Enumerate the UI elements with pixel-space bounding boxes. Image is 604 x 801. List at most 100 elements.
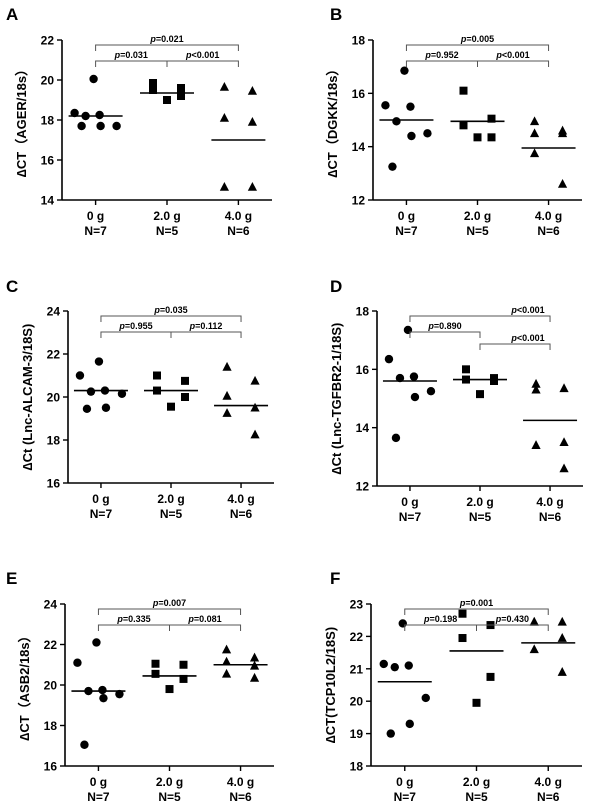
data-point-square bbox=[181, 393, 189, 401]
x-tick-label-dose: 0 g bbox=[396, 775, 413, 789]
data-point-circle bbox=[390, 662, 399, 672]
data-point-triangle bbox=[529, 616, 539, 626]
data-point-triangle bbox=[531, 384, 541, 394]
data-point-square bbox=[487, 133, 496, 142]
panel-b: B 12 14 16 18 ∆CT（DGKK/18s） 0 gN=7 2.0 gN=5 4.0 … bbox=[325, 5, 582, 238]
x-tick-label-dose: 2.0 g bbox=[156, 775, 183, 789]
data-point-triangle bbox=[531, 440, 541, 449]
y-tick-label: 16 bbox=[352, 87, 366, 101]
y-tick-label: 22 bbox=[44, 638, 58, 652]
p-value-label: p<0.001 bbox=[495, 50, 529, 60]
p-value-label: p=0.005 bbox=[460, 34, 494, 44]
data-point-square bbox=[153, 386, 161, 395]
significance-bracket bbox=[95, 60, 168, 67]
data-point-circle bbox=[86, 387, 96, 396]
significance-bracket bbox=[409, 315, 551, 322]
p-value-label: p=0.031 bbox=[114, 50, 148, 60]
data-point-circle bbox=[405, 719, 414, 729]
data-point-circle bbox=[94, 357, 104, 366]
significance-bracket bbox=[405, 44, 550, 51]
data-point-circle bbox=[410, 392, 420, 402]
panel-letter: D bbox=[330, 277, 342, 296]
p-value-label: p=0.081 bbox=[187, 614, 221, 624]
x-tick-label-dose: 2.0 g bbox=[464, 209, 491, 223]
y-tick-label: 18 bbox=[47, 434, 61, 448]
data-point-triangle bbox=[559, 463, 569, 473]
p-value-label: p=0.035 bbox=[153, 305, 187, 315]
x-tick-label-dose: 4.0 g bbox=[535, 775, 562, 789]
x-tick-label-dose: 2.0 g bbox=[466, 495, 493, 509]
significance-bracket bbox=[404, 624, 477, 631]
data-point-circle bbox=[386, 729, 395, 738]
data-point-circle bbox=[75, 371, 85, 380]
significance-bracket bbox=[404, 608, 549, 615]
panel-a: A 14 16 18 20 22 ∆CT（AGER/18s） 0 gN=7 2.0 gN=5 4.… bbox=[6, 5, 272, 238]
significance-bracket bbox=[97, 624, 170, 631]
data-point-circle bbox=[421, 693, 430, 703]
data-point-triangle bbox=[249, 652, 260, 662]
p-value-label: p=0.952 bbox=[424, 50, 458, 60]
data-point-circle bbox=[423, 129, 432, 138]
p-value-label: p<0.001 bbox=[185, 50, 219, 60]
x-tick-label-n: N=6 bbox=[537, 224, 560, 238]
data-point-square bbox=[153, 371, 161, 380]
p-value-label: p<0.001 bbox=[510, 305, 544, 315]
y-tick-label: 14 bbox=[352, 140, 366, 154]
significance-bracket bbox=[477, 60, 550, 67]
significance-bracket bbox=[100, 331, 172, 338]
data-point-square bbox=[462, 365, 470, 374]
data-point-circle bbox=[70, 108, 79, 118]
x-tick-label-dose: 2.0 g bbox=[463, 775, 490, 789]
significance-bracket bbox=[97, 608, 242, 615]
y-tick-label: 18 bbox=[352, 34, 366, 48]
panel-c: C 16 18 20 22 24 ∆Ct (Lnc-ALCAM-3/18S) 0 gN=7 2.… bbox=[6, 277, 274, 521]
y-tick-label: 16 bbox=[41, 154, 55, 168]
y-tick-label: 24 bbox=[47, 305, 61, 319]
data-point-square bbox=[473, 133, 482, 142]
data-point-square bbox=[181, 376, 189, 385]
y-tick-label: 18 bbox=[44, 719, 58, 733]
x-tick-label-dose: 2.0 g bbox=[153, 209, 180, 223]
data-point-circle bbox=[81, 111, 90, 121]
data-point-circle bbox=[77, 121, 86, 131]
data-point-circle bbox=[98, 685, 107, 695]
data-point-triangle bbox=[559, 437, 569, 447]
x-tick-label-n: N=7 bbox=[90, 507, 113, 521]
data-point-triangle bbox=[247, 86, 257, 95]
data-point-square bbox=[165, 685, 174, 694]
significance-bracket bbox=[409, 331, 481, 338]
x-tick-label-dose: 4.0 g bbox=[535, 209, 562, 223]
x-tick-label-dose: 0 g bbox=[398, 209, 415, 223]
p-value-label: p=0.955 bbox=[118, 321, 152, 331]
data-point-circle bbox=[406, 102, 415, 111]
data-point-triangle bbox=[247, 117, 257, 126]
data-point-square bbox=[179, 660, 188, 669]
y-tick-label: 16 bbox=[47, 477, 61, 491]
data-point-triangle bbox=[557, 616, 567, 626]
data-point-circle bbox=[80, 740, 89, 749]
data-point-square bbox=[151, 669, 160, 678]
x-tick-label-dose: 4.0 g bbox=[536, 495, 563, 509]
significance-bracket bbox=[169, 624, 242, 631]
data-point-triangle bbox=[219, 113, 229, 122]
data-point-triangle bbox=[222, 408, 232, 417]
data-point-circle bbox=[379, 659, 388, 669]
data-point-circle bbox=[99, 693, 108, 703]
y-tick-label: 21 bbox=[350, 662, 364, 676]
data-point-square bbox=[167, 402, 175, 411]
data-point-triangle bbox=[221, 656, 232, 666]
p-value-label: p=0.430 bbox=[495, 614, 529, 624]
data-point-square bbox=[487, 114, 496, 123]
y-axis-label: ∆Ct (Lnc-ALCAM-3/18S) bbox=[20, 324, 35, 471]
x-tick-label-n: N=7 bbox=[84, 224, 107, 238]
x-tick-label-n: N=7 bbox=[87, 790, 110, 801]
y-tick-label: 20 bbox=[44, 679, 58, 693]
data-point-triangle bbox=[219, 182, 229, 191]
data-point-square bbox=[163, 96, 171, 104]
data-point-circle bbox=[381, 101, 390, 110]
data-point-triangle bbox=[529, 128, 540, 138]
y-tick-label: 20 bbox=[41, 74, 55, 88]
data-point-triangle bbox=[222, 390, 232, 400]
data-point-circle bbox=[395, 373, 405, 383]
y-tick-label: 20 bbox=[47, 391, 61, 405]
